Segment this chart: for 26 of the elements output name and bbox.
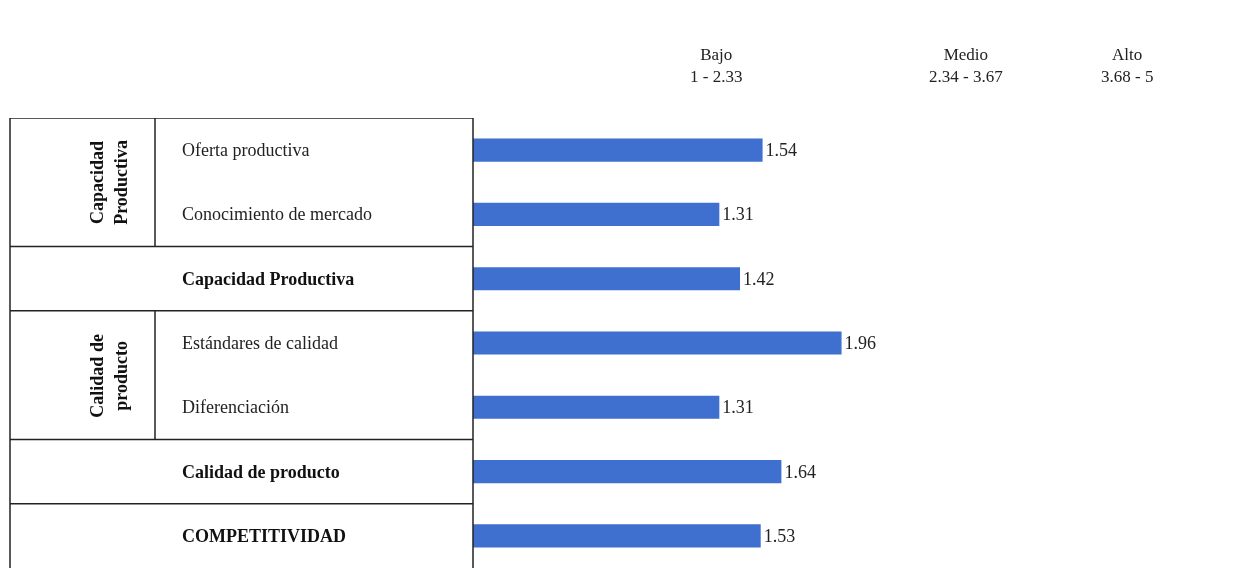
text: Bajo 1 - 2.33 (690, 45, 743, 87)
y-tick-label: COMPETITIVIDAD (182, 526, 347, 546)
data-label: 1.54 (765, 140, 798, 161)
bar (473, 460, 782, 484)
data-label: 1.31 (722, 204, 754, 225)
y-tick-label: Calidad de producto (182, 462, 340, 482)
bar (473, 331, 842, 355)
data-label: 1.42 (743, 268, 775, 289)
data-label: 1.64 (784, 461, 816, 482)
y-tick-label: Oferta productiva (182, 140, 310, 160)
data-label: 1.31 (722, 397, 754, 418)
bar (473, 395, 720, 419)
bar (473, 267, 741, 291)
y-tick-label: Capacidad Productiva (182, 269, 355, 289)
y-tick-label: Conocimiento de mercado (182, 204, 372, 224)
y-tick-label: Diferenciación (182, 397, 289, 417)
bar (473, 202, 720, 226)
text: Medio 2.34 - 3.67 (929, 45, 1004, 87)
bar (473, 524, 761, 548)
data-label: 1.53 (763, 525, 796, 546)
text: Calidad de producto (87, 334, 131, 418)
text: Alto 3.68 - 5 (1101, 45, 1154, 87)
bar (473, 138, 763, 162)
text: Capacidad Productiva (87, 140, 131, 225)
data-label: 1.96 (844, 333, 877, 353)
y-tick-label: Estándares de calidad (182, 333, 338, 353)
